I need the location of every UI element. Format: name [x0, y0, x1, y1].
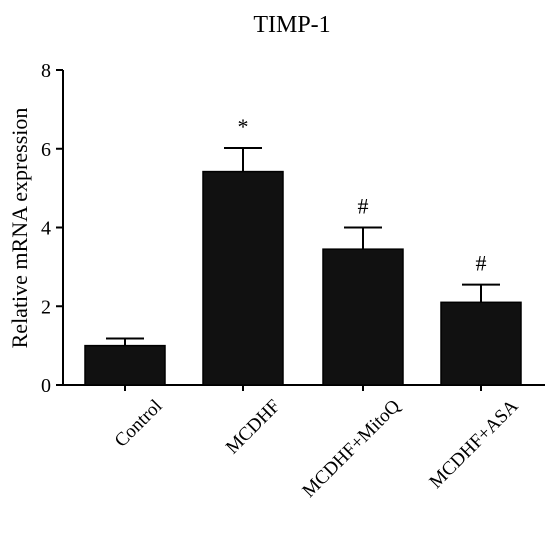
y-tick-label: 6: [41, 139, 51, 161]
y-tick-label: 0: [41, 375, 51, 397]
bar: [84, 344, 166, 386]
y-tick-label: 8: [41, 60, 51, 82]
bar: [322, 248, 404, 386]
significance-mark: #: [358, 194, 369, 219]
significance-mark: #: [476, 251, 487, 276]
y-tick-label: 2: [41, 296, 51, 318]
y-tick-label: 4: [41, 218, 51, 240]
chart-title: TIMP-1: [253, 12, 330, 38]
x-category-label: MCDHF: [222, 396, 285, 459]
x-category-label: Control: [111, 396, 167, 452]
plot-area: 0 2 4 6 8 Control * MCDHF # MCDHF+MitoQ # MCDHF+ASA: [41, 60, 545, 502]
significance-mark: *: [238, 114, 249, 139]
y-axis-label: Relative mRNA expression: [7, 108, 32, 349]
x-category-label: MCDHF+ASA: [425, 395, 522, 492]
x-category-label: MCDHF+MitoQ: [298, 395, 404, 501]
bar: [440, 301, 522, 386]
bar: [202, 170, 284, 386]
